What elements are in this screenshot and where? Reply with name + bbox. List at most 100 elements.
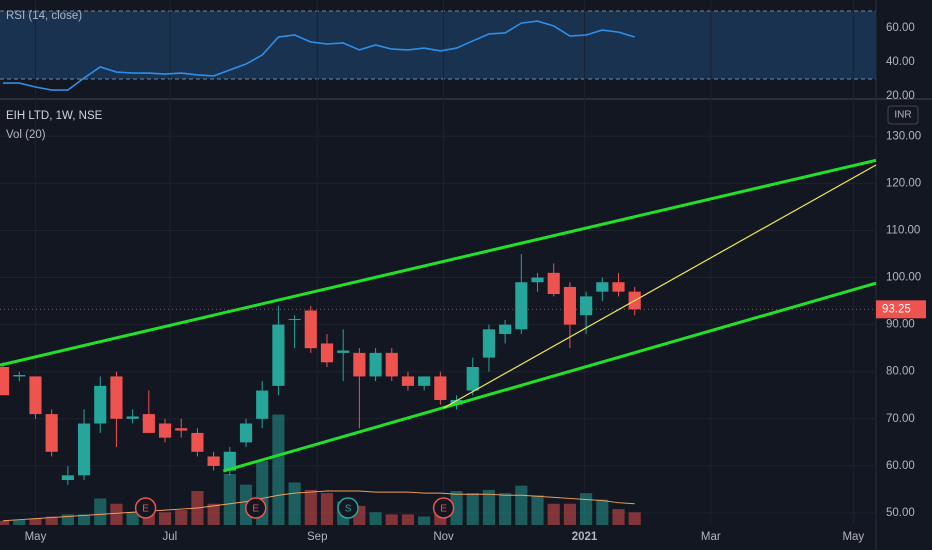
candle-body [61,475,74,481]
rsi-tick-label: 20.00 [886,90,915,102]
volume-bar [401,514,415,525]
candle-body [401,376,415,386]
candle-body [547,272,560,295]
event-marker [432,497,455,519]
candle-body [94,385,107,424]
volume-bar [110,503,123,525]
y-tick-label: 100.00 [886,272,921,284]
x-tick-label: May [25,531,47,543]
volume-bar [418,516,431,525]
candle-body [191,432,204,452]
candle-body [482,329,496,358]
candle-body [45,414,58,452]
volume-bar [126,512,139,525]
volume-bar [628,512,641,525]
candle-body [223,451,236,471]
candle-body [320,343,334,363]
event-label: E [252,504,259,515]
chart-title: EIH LTD, 1W, NSE [6,110,103,122]
volume-bar [288,482,301,525]
event-marker [337,497,359,519]
volume-bar [45,516,58,525]
candle-body [0,367,10,396]
candle-body [515,282,528,330]
volume-bar [596,499,609,525]
y-tick-label: 80.00 [886,366,915,378]
event-marker [244,497,267,519]
volume-bar [304,489,317,525]
trend-line [0,158,877,367]
candle-body [580,296,593,316]
volume-bar [612,509,625,525]
volume-bar [466,493,479,525]
candle-body [288,318,301,320]
y-tick-label: 50.00 [886,507,915,519]
candle-body [450,399,463,405]
x-tick-label: Nov [433,531,454,543]
last-price-box [876,300,926,319]
candle-body [385,352,398,377]
rsi-band [0,11,876,79]
volume-bar [580,493,593,525]
candle-body [337,350,350,353]
volume-bar [29,518,42,525]
x-tick-label: 2021 [572,531,598,543]
volume-bar [547,503,560,525]
candle-body [369,352,382,377]
volume-bar [158,512,172,525]
volume-bar [531,495,544,525]
candle-body [353,352,366,377]
candle-body [142,414,155,433]
candle-body [499,324,512,335]
volume-bar [223,474,236,525]
rsi-tick-label: 60.00 [886,22,915,34]
candle-body [13,375,26,377]
candle-body [110,376,123,419]
volume-title: Vol (20) [6,129,46,141]
currency-box [887,105,919,125]
volume-ma-line [3,490,635,522]
volume-bar [450,491,463,525]
volume-bar [13,519,26,525]
event-label: E [142,504,149,515]
volume-bar [207,503,220,525]
candle-body [77,423,91,476]
candle-body [272,324,285,386]
y-tick-label: 110.00 [886,224,920,236]
event-label: E [440,504,447,515]
volume-bar [499,493,512,525]
volume-bar [0,520,10,525]
trend-line [222,281,877,473]
candle-body [418,376,431,386]
candle-body [434,376,447,400]
x-tick-label: May [842,531,864,543]
candle-body [466,367,479,391]
volume-bar [61,514,74,525]
x-tick-label: Mar [701,531,721,543]
y-tick-label: 60.00 [886,460,915,472]
volume-bar [482,489,496,525]
volume-bar [515,485,528,525]
last-price-label: 93.25 [882,303,911,315]
candle-body [29,376,42,415]
rsi-tick-label: 40.00 [886,56,915,68]
x-tick-label: Jul [163,531,178,543]
y-tick-label: 90.00 [886,319,915,331]
candle-body [126,416,139,419]
y-tick-label: 120.00 [886,177,921,189]
volume-bar [77,514,91,525]
volume-bar [175,510,188,525]
volume-bar [94,498,107,525]
y-tick-label: 70.00 [886,413,915,425]
rsi-title: RSI (14, close) [6,10,82,22]
candle-body [304,310,317,349]
candle-body [239,423,253,443]
trend-line [443,164,877,409]
rsi-line [3,20,635,91]
candle-body [563,286,576,325]
volume-bar [369,512,382,525]
candle-body [596,282,609,292]
y-tick-label: 130.00 [886,130,921,142]
